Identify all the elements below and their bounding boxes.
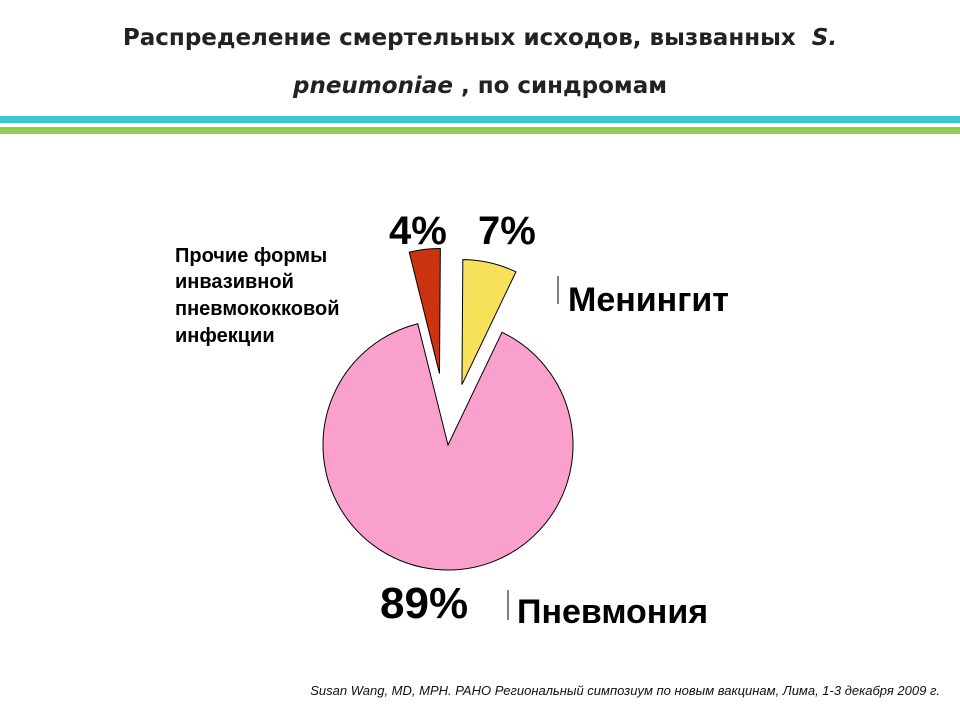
pie-slices <box>322 248 574 571</box>
svg-text:пневмококковой: пневмококковой <box>175 298 340 320</box>
pie-slice-pneumonia <box>322 323 574 571</box>
slice-name-label-other: Прочие формы инвазивной пневмококковой и… <box>175 245 340 347</box>
slice-name-label-meningitis: Менингит <box>568 281 729 319</box>
slice-value-label-other: 4% <box>389 209 447 253</box>
slice-value-label-meningitis: 7% <box>478 209 536 253</box>
title-divider-green <box>0 127 960 134</box>
title-divider-teal <box>0 116 960 123</box>
slice-value-label-pneumonia: 89% <box>380 579 468 628</box>
title-line-1: Распределение смертельных исходов, вызва… <box>122 25 838 51</box>
title-line-2: pneumoniae , по синдромам <box>292 73 668 99</box>
svg-text:Прочие формы: Прочие формы <box>175 245 327 267</box>
svg-text:инфекции: инфекции <box>175 325 275 347</box>
slice-name-label-pneumonia: Пневмония <box>517 593 708 631</box>
svg-text:инвазивной: инвазивной <box>175 271 294 293</box>
pie-slice-meningitis <box>461 259 517 385</box>
pie-slice-other <box>408 248 441 374</box>
slide-title: Распределение смертельных исходов, вызва… <box>0 14 960 110</box>
citation: Susan Wang, MD, MPH. PAHO Региональный с… <box>310 683 940 698</box>
